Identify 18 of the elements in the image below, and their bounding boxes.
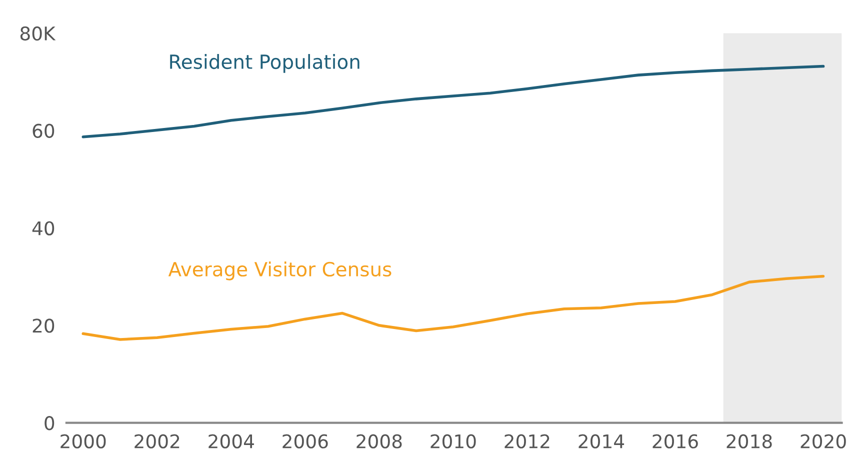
x-tick-label: 2010 [430, 434, 476, 448]
y-tick-label: 60 [32, 124, 54, 138]
x-tick-label: 2006 [282, 434, 328, 448]
y-tick-label: 40 [32, 221, 54, 236]
x-tick-label: 2012 [504, 434, 550, 448]
x-tick-label: 2002 [134, 434, 180, 448]
y-tick-label: 80K [20, 26, 56, 41]
x-tick-label: 2014 [578, 434, 624, 448]
x-tick-label: 2008 [356, 434, 402, 448]
x-tick-label: 2020 [800, 434, 846, 448]
x-tick-label: 2000 [60, 434, 106, 448]
x-tick-label: 2016 [652, 434, 698, 448]
series-label: Resident Population [170, 54, 360, 73]
y-tick-label: 0 [44, 416, 54, 430]
x-tick-label: 2004 [208, 434, 254, 448]
text: Average Visitor Census [168, 262, 392, 280]
y-tick-label: 20 [32, 318, 54, 333]
x-tick-label: 2018 [726, 434, 772, 448]
